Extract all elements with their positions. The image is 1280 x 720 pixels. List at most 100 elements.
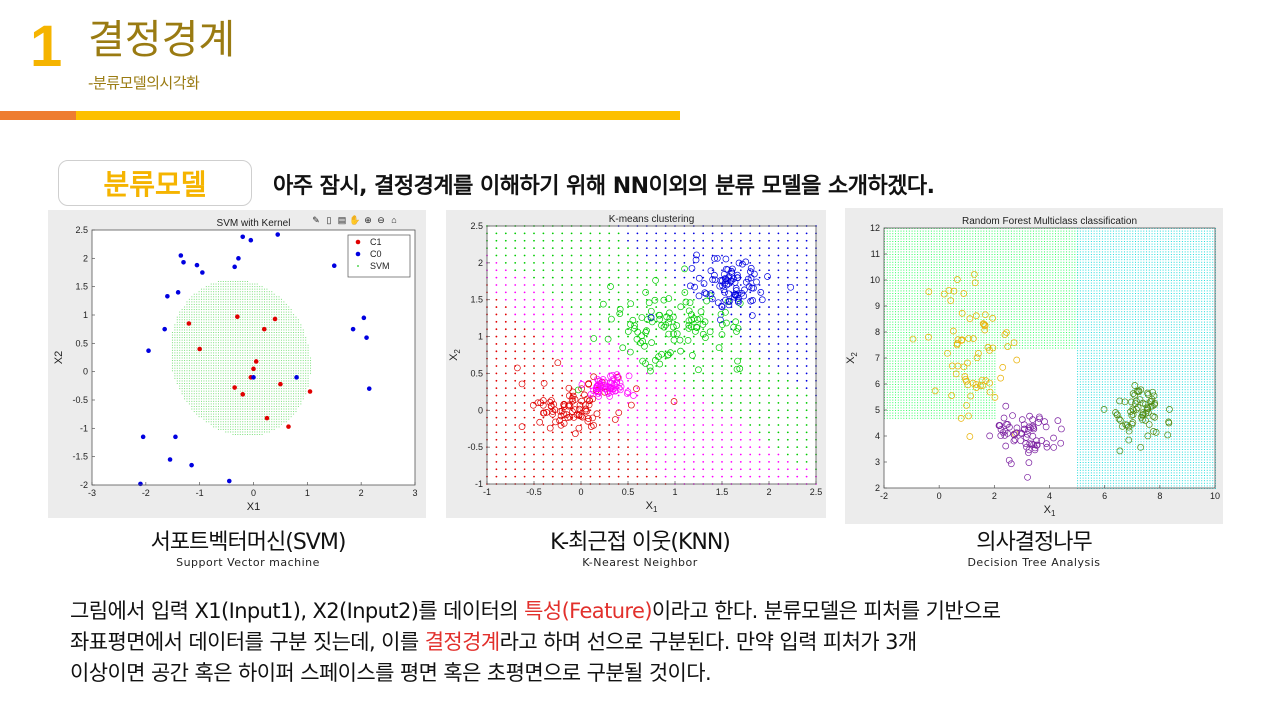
svm-region-dot [276,362,278,364]
svm-region-dot [290,339,292,341]
svm-region-dot [254,298,256,300]
rf-region-dot [892,319,894,320]
svm-region-dot [259,324,261,326]
svm-region-dot [220,342,222,344]
svm-region-dot [293,398,295,400]
svm-region-dot [251,314,253,316]
rf-region-dot [884,287,885,289]
svm-region-dot [283,344,285,346]
svm-region-dot [176,362,178,364]
svm-region-dot [184,332,186,333]
svm-region-dot [293,377,295,379]
knn-grid-dot [636,254,639,257]
svm-region-dot [181,367,183,369]
svm-region-dot [234,291,236,293]
svm-region-dot [273,375,275,377]
svm-region-dot [263,403,265,405]
svm-region-dot [251,286,253,288]
knn-grid-dot [617,328,620,331]
svm-legend-label: C1 [370,237,382,247]
rf-region-dot [895,272,897,274]
svm-region-dot [244,393,246,395]
knn-grid-dot [627,306,629,308]
knn-grid-dot [768,372,770,375]
svm-region-dot [234,309,236,311]
svm-region-dot [244,403,246,405]
rf-region-dot [895,303,897,305]
svm-region-dot [215,408,217,410]
rf-region-dot [906,332,908,333]
knn-grid-dot [739,254,742,257]
knn-grid-dot [533,475,535,478]
knn-grid-dot [551,328,554,331]
knn-point [706,328,714,336]
knn-grid-dot [627,365,629,367]
svm-region-dot [237,405,239,407]
svm-region-dot [266,423,268,425]
knn-grid-dot [786,239,789,242]
svm-region-dot [227,375,229,377]
svm-region-dot [256,329,258,331]
svm-region-dot [171,362,173,364]
rf-region-dot [897,228,899,229]
svm-region-dot [213,311,215,313]
svm-region-dot [261,413,263,415]
knn-grid-dot [749,416,752,419]
knn-grid-dot [598,372,601,375]
svm-region-dot [261,416,263,418]
svm-region-dot [261,337,263,339]
svm-region-dot [237,321,239,323]
svm-region-dot [188,354,190,356]
knn-grid-dot [551,254,554,257]
svm-region-dot [261,311,263,313]
svm-region-dot [188,349,190,351]
knn-grid-dot [589,365,592,367]
svm-region-dot [251,380,253,382]
svm-region-dot [244,334,246,336]
svm-region-dot [261,301,263,303]
svm-region-dot [222,296,224,298]
knn-grid-dot [561,232,564,235]
svm-region-dot [283,316,285,318]
svm-region-dot [256,431,258,433]
svm-region-dot [273,342,275,344]
knn-point [707,267,715,275]
svm-region-dot [256,367,258,369]
knn-point [688,311,695,318]
knn-grid-dot [711,424,714,426]
svm-region-dot [213,324,215,326]
svm-region-dot [280,311,282,313]
svm-region-dot [215,393,217,395]
svm-region-dot [251,332,253,333]
svm-region-dot [273,347,275,349]
svm-chart-title: SVM with Kernel [217,218,291,229]
svm-region-dot [249,293,251,295]
svm-region-dot [225,342,227,344]
rf-region-dot [897,282,899,284]
svm-region-dot [278,426,280,428]
knn-grid-dot [664,460,667,463]
knn-grid-dot [730,424,733,426]
svm-region-dot [237,380,239,382]
svm-region-dot [234,337,236,339]
rf-region-dot [884,308,885,310]
knn-grid-dot [617,365,620,367]
svm-region-dot [242,398,244,400]
svm-region-dot [244,306,246,308]
knn-point [594,375,601,383]
svm-region-dot [259,434,261,435]
svm-region-dot [205,411,207,413]
rf-region-dot [892,243,894,245]
svm-region-dot [251,398,253,400]
knn-grid-dot [645,446,648,449]
svm-region-dot [268,326,270,328]
knn-grid-dot [692,335,695,338]
svm-region-dot [210,385,212,387]
knn-grid-dot [523,394,526,397]
knn-grid-dot [598,424,601,426]
svm-region-dot [171,334,173,336]
svm-region-dot [184,385,186,387]
knn-grid-dot [739,394,742,397]
knn-grid-dot [523,431,526,434]
svm-region-dot [237,377,239,379]
